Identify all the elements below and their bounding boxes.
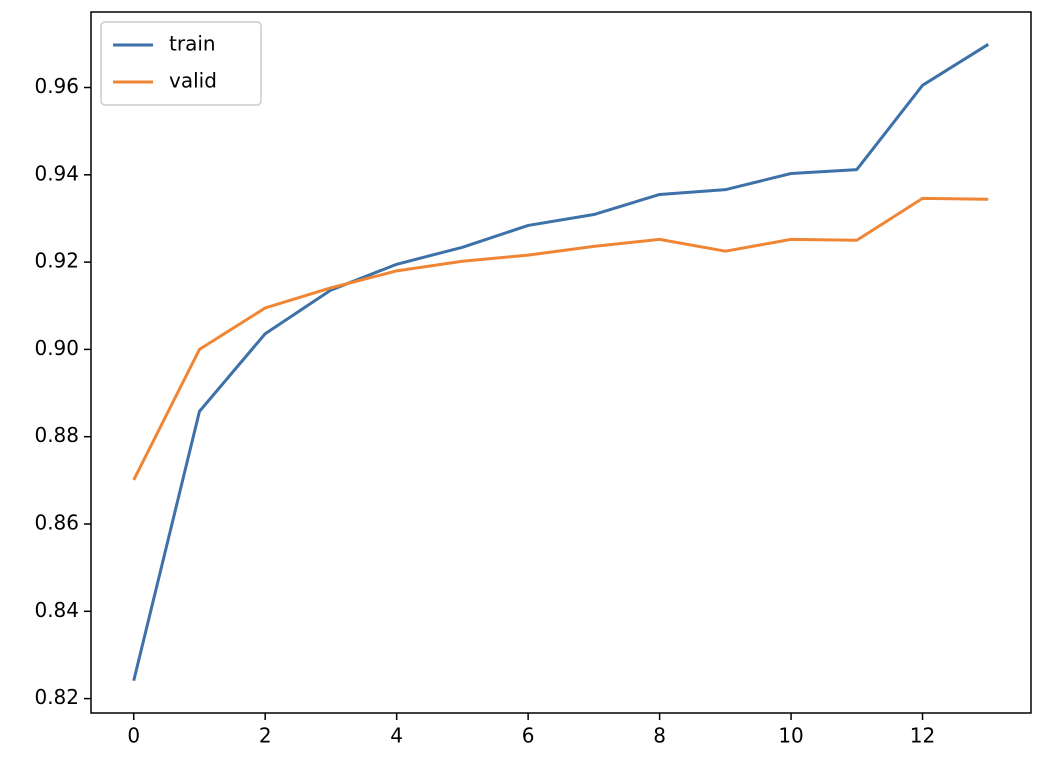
- legend-label: train: [169, 32, 216, 56]
- line-series: [132, 196, 989, 481]
- y-tick-label: 0.82: [34, 685, 79, 709]
- y-tick-label: 0.90: [34, 336, 79, 360]
- x-tick-label: 8: [653, 724, 666, 748]
- x-tick-label: 10: [778, 724, 803, 748]
- x-tick-label: 12: [910, 724, 935, 748]
- y-tick-label: 0.94: [34, 161, 79, 185]
- legend-box: [100, 21, 262, 106]
- x-tick-label: 2: [259, 724, 272, 748]
- y-tick-label: 0.92: [34, 249, 79, 273]
- legend-label: valid: [169, 69, 217, 93]
- x-tick-label: 0: [127, 724, 140, 748]
- x-tick-label: 6: [522, 724, 535, 748]
- y-tick-label: 0.96: [34, 74, 79, 98]
- plot-frame: [90, 11, 1032, 714]
- y-tick-label: 0.84: [34, 598, 79, 622]
- line-series: [132, 43, 990, 682]
- y-tick-label: 0.86: [34, 511, 79, 535]
- x-tick-label: 4: [390, 724, 403, 748]
- y-tick-label: 0.88: [34, 423, 79, 447]
